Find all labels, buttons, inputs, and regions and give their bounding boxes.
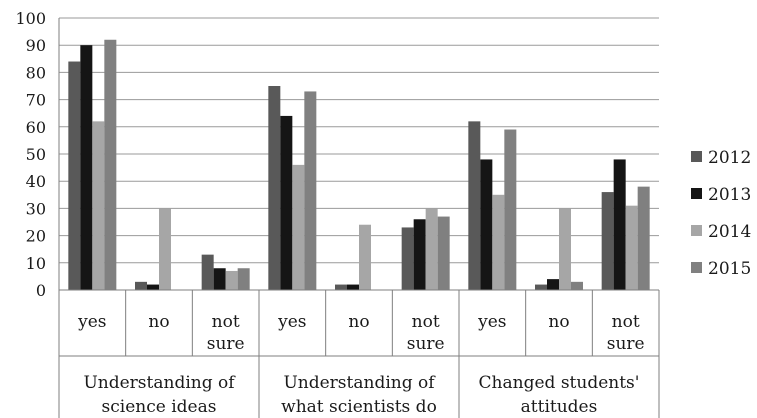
legend-label-2014: 2014 bbox=[708, 222, 751, 242]
bars bbox=[68, 39, 650, 291]
y-tick-label: 90 bbox=[26, 36, 46, 55]
axes bbox=[58, 18, 660, 418]
legend-swatch-2013 bbox=[691, 188, 702, 199]
bar-2013-2 bbox=[213, 268, 226, 290]
category-label: sure bbox=[607, 334, 645, 354]
legend-label-2015: 2015 bbox=[708, 259, 751, 279]
y-tick-label: 20 bbox=[26, 227, 46, 246]
group-label: Changed students' bbox=[479, 373, 640, 393]
bar-2014-5 bbox=[425, 208, 438, 290]
legend-swatch-2014 bbox=[691, 225, 702, 236]
bar-2014-2 bbox=[225, 270, 238, 290]
group-label: Understanding of bbox=[83, 373, 236, 393]
y-tick-label: 100 bbox=[15, 9, 46, 28]
bar-2015-6 bbox=[504, 129, 517, 290]
bar-2014-6 bbox=[492, 194, 505, 290]
bar-2015-0 bbox=[104, 39, 117, 291]
legend-label-2012: 2012 bbox=[708, 148, 751, 168]
group-label: what scientists do bbox=[281, 397, 437, 417]
bar-2013-6 bbox=[480, 159, 493, 290]
bar-2014-7 bbox=[559, 208, 571, 290]
bar-2014-4 bbox=[359, 224, 371, 290]
group-label: Understanding of bbox=[283, 373, 436, 393]
bar-2012-5 bbox=[401, 227, 414, 290]
bar-2013-4 bbox=[347, 284, 359, 290]
legend: 2012 2013 2014 2015 bbox=[691, 148, 751, 279]
y-tick-label: 70 bbox=[26, 91, 46, 110]
bar-2013-0 bbox=[80, 45, 93, 291]
bar-2013-8 bbox=[613, 159, 626, 290]
legend-swatch-2015 bbox=[691, 262, 702, 273]
bar-2012-8 bbox=[601, 192, 614, 290]
bar-2012-4 bbox=[335, 284, 347, 290]
legend-label-2013: 2013 bbox=[708, 185, 751, 205]
bar-2012-2 bbox=[201, 254, 214, 290]
bar-2012-6 bbox=[468, 121, 481, 290]
category-label: yes bbox=[77, 312, 106, 332]
bar-2015-7 bbox=[571, 281, 583, 290]
y-tick-label: 60 bbox=[26, 118, 46, 137]
bar-2013-7 bbox=[547, 279, 559, 290]
category-label: no bbox=[548, 312, 569, 332]
category-label: not bbox=[212, 312, 240, 332]
group-label: science ideas bbox=[102, 397, 217, 417]
bar-2012-3 bbox=[268, 86, 281, 290]
category-label: not bbox=[612, 312, 640, 332]
category-label: yes bbox=[277, 312, 306, 332]
bar-2012-0 bbox=[68, 61, 81, 290]
category-label: sure bbox=[207, 334, 245, 354]
bar-2013-5 bbox=[413, 219, 426, 290]
category-label: sure bbox=[407, 334, 445, 354]
bar-2012-7 bbox=[535, 284, 547, 290]
bar-2014-1 bbox=[159, 208, 171, 290]
bar-2015-8 bbox=[637, 186, 650, 290]
y-tick-label: 50 bbox=[26, 145, 46, 164]
bar-2013-3 bbox=[280, 115, 293, 290]
bar-2015-3 bbox=[304, 91, 317, 290]
bar-2012-1 bbox=[135, 281, 147, 290]
category-label: no bbox=[148, 312, 169, 332]
group-label: attitudes bbox=[521, 397, 598, 417]
bar-2014-0 bbox=[92, 121, 105, 290]
y-tick-label: 80 bbox=[26, 63, 46, 82]
y-tick-label: 30 bbox=[26, 199, 46, 218]
category-label: not bbox=[412, 312, 440, 332]
y-tick-label: 10 bbox=[26, 254, 46, 273]
bar-2014-3 bbox=[292, 164, 305, 290]
legend-swatch-2012 bbox=[691, 151, 702, 162]
bar-2015-2 bbox=[237, 268, 250, 290]
bar-2015-5 bbox=[437, 216, 450, 290]
category-label: no bbox=[348, 312, 369, 332]
category-label: yes bbox=[477, 312, 506, 332]
y-tick-label: 0 bbox=[36, 281, 46, 300]
y-tick-label: 40 bbox=[26, 172, 46, 191]
bar-2014-8 bbox=[625, 205, 638, 290]
y-tick-labels: 0 10 20 30 40 50 60 70 80 90 100 bbox=[15, 9, 46, 300]
bar-2013-1 bbox=[147, 284, 159, 290]
group-labels: Understanding of science ideas Understandi… bbox=[83, 373, 639, 417]
